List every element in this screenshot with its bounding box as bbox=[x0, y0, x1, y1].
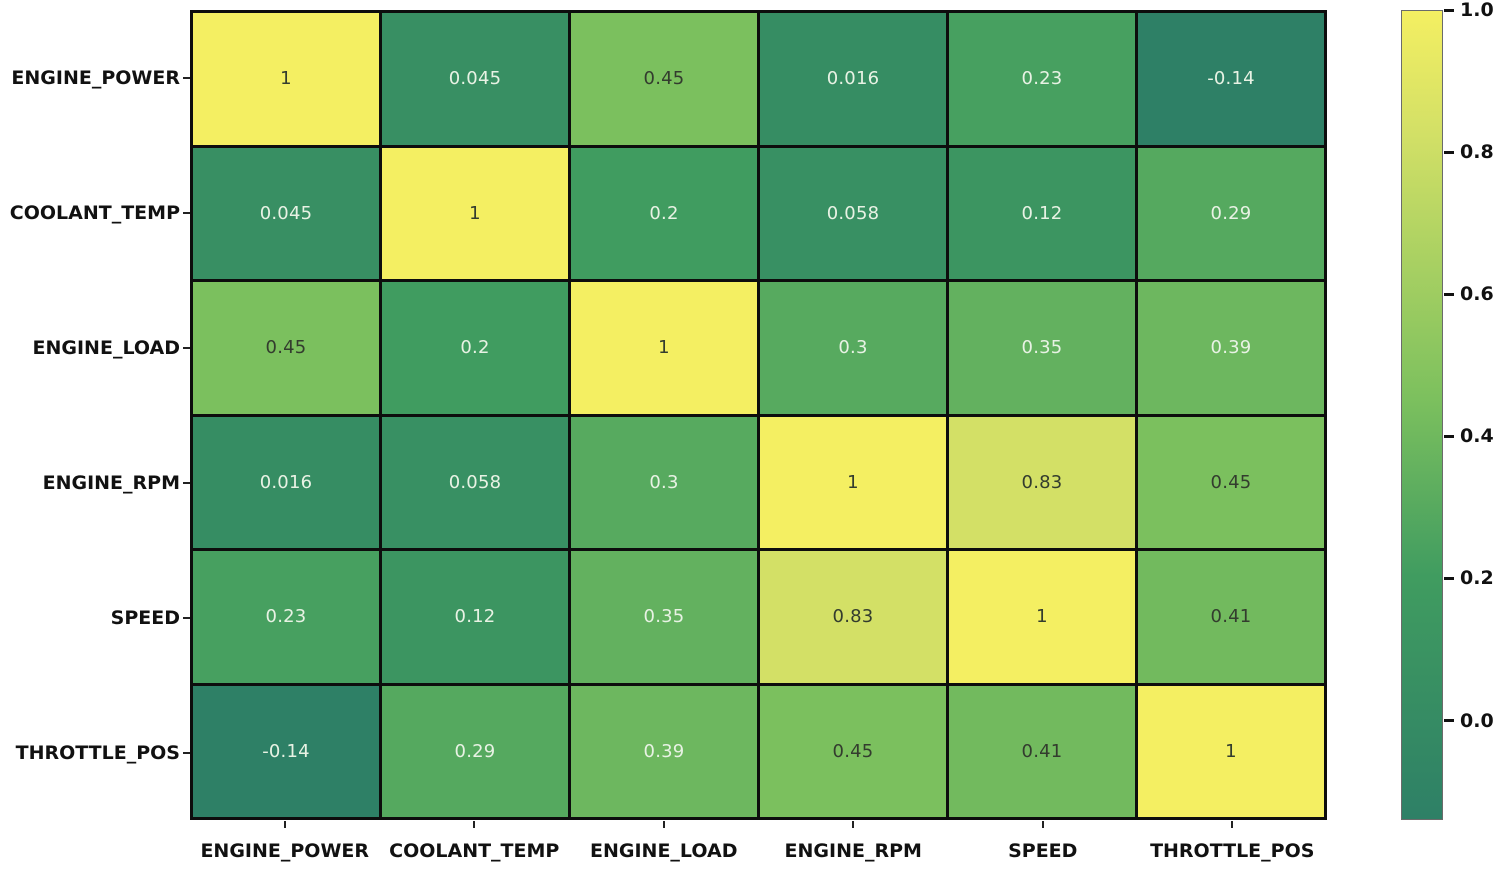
y-tick-mark bbox=[183, 76, 190, 79]
heatmap-cell-ENGINE_POWER-COOLANT_TEMP: 0.045 bbox=[382, 13, 568, 145]
x-tick-mark bbox=[852, 821, 855, 828]
y-tick-label-ENGINE_RPM: ENGINE_RPM bbox=[42, 471, 180, 494]
heatmap-cell-ENGINE_LOAD-ENGINE_LOAD: 1 bbox=[571, 282, 757, 414]
x-tick-mark bbox=[473, 821, 476, 828]
colorbar-tick-mark bbox=[1444, 576, 1454, 580]
colorbar-tick-label-0.8: 0.8 bbox=[1460, 141, 1494, 164]
heatmap-cell-ENGINE_RPM-THROTTLE_POS: 0.45 bbox=[1138, 416, 1324, 548]
y-tick-mark bbox=[183, 346, 190, 349]
x-tick-mark bbox=[1231, 821, 1234, 828]
heatmap-cell-THROTTLE_POS-ENGINE_LOAD: 0.39 bbox=[571, 685, 757, 817]
y-tick-label-COOLANT_TEMP: COOLANT_TEMP bbox=[9, 201, 180, 224]
x-tick-label-THROTTLE_POS: THROTTLE_POS bbox=[1150, 840, 1315, 862]
heatmap-cell-ENGINE_LOAD-THROTTLE_POS: 0.39 bbox=[1138, 282, 1324, 414]
heatmap-cell-ENGINE_LOAD-ENGINE_POWER: 0.45 bbox=[193, 282, 379, 414]
heatmap-cell-COOLANT_TEMP-SPEED: 0.12 bbox=[949, 147, 1135, 279]
heatmap-cell-ENGINE_LOAD-ENGINE_RPM: 0.3 bbox=[760, 282, 946, 414]
x-tick-mark bbox=[283, 821, 286, 828]
colorbar-tick-label-0.4: 0.4 bbox=[1460, 425, 1494, 448]
heatmap-cell-ENGINE_RPM-ENGINE_POWER: 0.016 bbox=[193, 416, 379, 548]
heatmap-cell-THROTTLE_POS-SPEED: 0.41 bbox=[949, 685, 1135, 817]
heatmap-cell-ENGINE_LOAD-COOLANT_TEMP: 0.2 bbox=[382, 282, 568, 414]
colorbar-tick-mark bbox=[1444, 292, 1454, 296]
heatmap-cell-ENGINE_POWER-ENGINE_POWER: 1 bbox=[193, 13, 379, 145]
x-tick-mark bbox=[662, 821, 665, 828]
heatmap-cell-ENGINE_RPM-SPEED: 0.83 bbox=[949, 416, 1135, 548]
heatmap-cell-COOLANT_TEMP-COOLANT_TEMP: 1 bbox=[382, 147, 568, 279]
colorbar-tick-mark bbox=[1444, 434, 1454, 438]
heatmap-cell-ENGINE_POWER-ENGINE_LOAD: 0.45 bbox=[571, 13, 757, 145]
x-tick-label-ENGINE_LOAD: ENGINE_LOAD bbox=[590, 840, 738, 862]
heatmap-cell-THROTTLE_POS-ENGINE_POWER: -0.14 bbox=[193, 685, 379, 817]
heatmap-cell-ENGINE_RPM-ENGINE_RPM: 1 bbox=[760, 416, 946, 548]
colorbar-tick-mark bbox=[1444, 8, 1454, 12]
colorbar-tick-mark bbox=[1444, 150, 1454, 154]
x-tick-label-SPEED: SPEED bbox=[1008, 840, 1078, 862]
y-tick-label-SPEED: SPEED bbox=[110, 606, 180, 629]
heatmap-cell-COOLANT_TEMP-ENGINE_RPM: 0.058 bbox=[760, 147, 946, 279]
y-tick-mark bbox=[183, 616, 190, 619]
colorbar-tick-mark bbox=[1444, 719, 1454, 723]
heatmap-cell-THROTTLE_POS-THROTTLE_POS: 1 bbox=[1138, 685, 1324, 817]
heatmap-cell-SPEED-COOLANT_TEMP: 0.12 bbox=[382, 551, 568, 683]
x-tick-mark bbox=[1041, 821, 1044, 828]
colorbar-tick-label-0.6: 0.6 bbox=[1460, 283, 1494, 306]
heatmap-grid: 1 0.045 0.45 0.016 0.23 -0.14 0.045 1 0.2 0.058 0.… bbox=[190, 10, 1327, 820]
colorbar-gradient bbox=[1401, 10, 1443, 820]
y-tick-label-ENGINE_LOAD: ENGINE_LOAD bbox=[32, 336, 180, 359]
heatmap-cell-COOLANT_TEMP-ENGINE_POWER: 0.045 bbox=[193, 147, 379, 279]
y-tick-mark bbox=[183, 211, 190, 214]
heatmap-cell-SPEED-THROTTLE_POS: 0.41 bbox=[1138, 551, 1324, 683]
heatmap-cell-ENGINE_POWER-THROTTLE_POS: -0.14 bbox=[1138, 13, 1324, 145]
heatmap-cell-SPEED-ENGINE_RPM: 0.83 bbox=[760, 551, 946, 683]
heatmap-cell-ENGINE_RPM-COOLANT_TEMP: 0.058 bbox=[382, 416, 568, 548]
heatmap-cell-ENGINE_POWER-ENGINE_RPM: 0.016 bbox=[760, 13, 946, 145]
heatmap-cell-SPEED-ENGINE_POWER: 0.23 bbox=[193, 551, 379, 683]
y-tick-mark bbox=[183, 481, 190, 484]
heatmap-cell-THROTTLE_POS-ENGINE_RPM: 0.45 bbox=[760, 685, 946, 817]
heatmap-cell-COOLANT_TEMP-THROTTLE_POS: 0.29 bbox=[1138, 147, 1324, 279]
heatmap-cell-ENGINE_POWER-SPEED: 0.23 bbox=[949, 13, 1135, 145]
y-tick-label-ENGINE_POWER: ENGINE_POWER bbox=[11, 66, 180, 89]
heatmap-cell-ENGINE_RPM-ENGINE_LOAD: 0.3 bbox=[571, 416, 757, 548]
x-tick-label-ENGINE_POWER: ENGINE_POWER bbox=[200, 840, 370, 862]
y-tick-mark bbox=[183, 751, 190, 754]
colorbar-tick-label-0.0: 0.0 bbox=[1460, 709, 1494, 732]
colorbar-tick-label-1.0: 1.0 bbox=[1460, 0, 1494, 21]
heatmap-cell-SPEED-SPEED: 1 bbox=[949, 551, 1135, 683]
colorbar-tick-label-0.2: 0.2 bbox=[1460, 567, 1494, 590]
heatmap-cell-THROTTLE_POS-COOLANT_TEMP: 0.29 bbox=[382, 685, 568, 817]
x-tick-label-ENGINE_RPM: ENGINE_RPM bbox=[784, 840, 922, 862]
heatmap-cell-COOLANT_TEMP-ENGINE_LOAD: 0.2 bbox=[571, 147, 757, 279]
heatmap-cell-ENGINE_LOAD-SPEED: 0.35 bbox=[949, 282, 1135, 414]
x-tick-label-COOLANT_TEMP: COOLANT_TEMP bbox=[389, 840, 560, 862]
y-tick-label-THROTTLE_POS: THROTTLE_POS bbox=[15, 741, 180, 764]
heatmap-cell-SPEED-ENGINE_LOAD: 0.35 bbox=[571, 551, 757, 683]
